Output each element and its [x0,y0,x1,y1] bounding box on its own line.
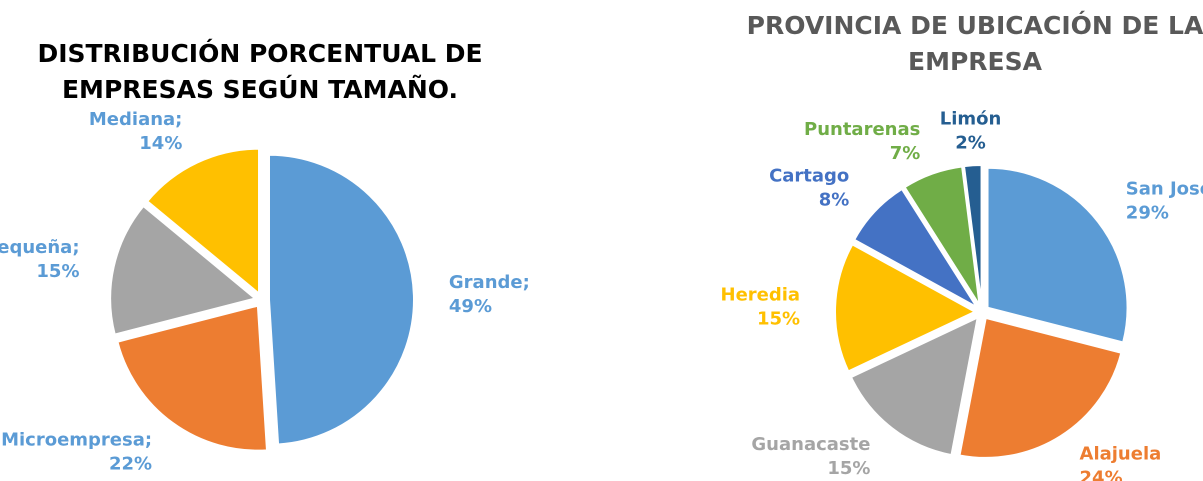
category-label: Cartago [769,165,849,186]
category-label: San José [1126,178,1203,199]
value-label: 22% [109,453,152,474]
pie-slice [852,187,978,309]
data-label: Puntarenas 7% [804,119,920,164]
value-label: 14% [139,133,182,154]
category-label: Grande; [449,272,530,293]
pie-slice [116,304,269,452]
data-label: San José 29% [1126,178,1203,223]
value-label: 49% [449,296,492,317]
pie-slice [962,164,983,306]
pie-slice [986,166,1129,344]
category-label: Limón [940,108,1002,129]
category-label: Pequeña; [0,237,80,258]
pie-slice [109,204,258,336]
pie-slice [958,316,1123,459]
data-label: Mediana; 14% [89,109,182,154]
pie-slice [145,147,261,296]
data-label: Guanacaste 15% [751,434,870,479]
category-label: Alajuela [1080,444,1162,465]
data-label: Microempresa; 22% [1,429,152,474]
chart-title: DISTRIBUCIÓN PORCENTUAL DE EMPRESAS SEGÚ… [37,39,483,104]
value-label: 29% [1126,202,1169,223]
chart-title: PROVINCIA DE UBICACIÓN DE LA EMPRESA [746,11,1203,76]
pie-slice [903,165,981,306]
value-label: 24% [1080,468,1123,481]
category-label: Heredia [721,284,801,305]
value-label: 7% [890,143,921,164]
value-label: 2% [955,132,986,153]
pie-slice [834,242,978,373]
pie-slice [849,315,980,457]
category-label: Puntarenas [804,119,920,140]
value-label: 8% [819,189,850,210]
category-label: Mediana; [89,109,182,130]
data-label: Cartago 8% [769,165,849,210]
data-label: Grande; 49% [449,272,530,317]
data-label: Limón 2% [940,108,1002,153]
value-label: 15% [757,308,800,329]
pie-slice [267,153,415,446]
category-label: Guanacaste [751,434,870,455]
value-label: 15% [36,261,79,282]
data-label: Heredia 15% [721,284,801,329]
value-label: 15% [827,458,870,479]
category-label: Microempresa; [1,429,152,450]
data-label: Alajuela 24% [1080,444,1162,481]
data-label: Pequeña; 15% [0,237,80,282]
